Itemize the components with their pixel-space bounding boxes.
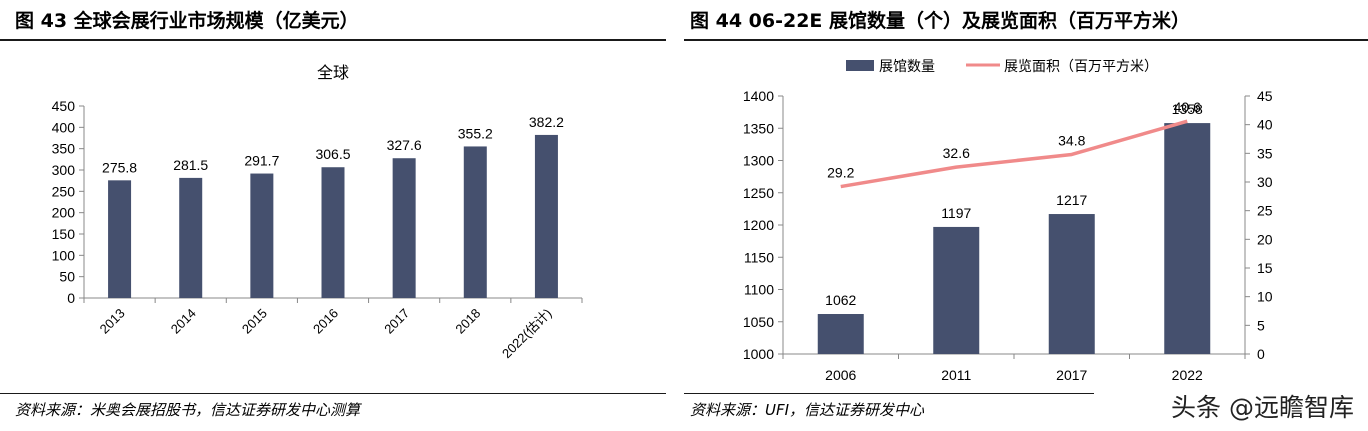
left-bar-value-label: 327.6	[387, 137, 422, 153]
left-bar	[392, 158, 416, 298]
left-y-tick-label: 350	[52, 141, 76, 157]
right-right-y-tick-label: 35	[1257, 145, 1273, 161]
right-right-y-tick-label: 40	[1257, 117, 1273, 133]
right-x-tick-label: 2022	[1172, 367, 1203, 383]
watermark-text: 头条 @远瞻智库	[1171, 393, 1354, 422]
right-left-y-tick-label: 1300	[743, 153, 774, 169]
right-x-tick-label: 2006	[825, 367, 856, 383]
right-right-y-tick-label: 0	[1257, 346, 1265, 362]
left-bar-value-label: 355.2	[458, 125, 493, 141]
right-bar	[1048, 214, 1095, 354]
legend-bar-swatch	[846, 60, 874, 71]
right-right-y-tick-label: 45	[1257, 88, 1273, 104]
left-x-tick-label: 2015	[239, 306, 270, 337]
right-right-y-tick-label: 25	[1257, 203, 1273, 219]
left-y-tick-label: 400	[52, 119, 76, 135]
right-left-y-tick-label: 1050	[743, 314, 774, 330]
left-y-tick-label: 450	[52, 98, 76, 114]
right-left-y-tick-label: 1100	[744, 282, 774, 298]
right-bar	[933, 226, 980, 354]
right-left-y-tick-label: 1150	[744, 249, 774, 265]
left-y-tick-label: 0	[67, 290, 75, 306]
left-title-rule	[0, 39, 666, 41]
left-bar	[534, 134, 558, 298]
left-bar	[250, 173, 274, 298]
right-left-y-tick-label: 1350	[743, 120, 774, 136]
left-y-tick-label: 200	[52, 205, 76, 221]
left-source-note: 资料来源：米奥会展招股书，信达证券研发中心测算	[15, 401, 361, 419]
right-bar-value-label: 1358	[1172, 101, 1203, 117]
right-bar	[1164, 123, 1211, 354]
left-bar	[463, 146, 487, 298]
left-y-tick-label: 50	[59, 269, 75, 285]
left-x-tick-label: 2018	[452, 306, 483, 337]
left-y-tick-label: 150	[52, 226, 76, 242]
left-x-tick-label: 2013	[97, 306, 128, 337]
left-bar-value-label: 275.8	[102, 159, 137, 175]
left-x-tick-label: 2022(估计)	[499, 306, 555, 362]
left-bar-value-label: 281.5	[173, 157, 208, 173]
right-left-y-tick-label: 1250	[743, 185, 774, 201]
left-x-tick-label: 2014	[168, 306, 199, 337]
right-source-rule	[684, 393, 1094, 394]
right-right-y-tick-label: 5	[1257, 317, 1265, 333]
right-x-tick-label: 2017	[1056, 367, 1087, 383]
right-right-y-tick-label: 15	[1257, 260, 1273, 276]
right-right-y-tick-label: 20	[1257, 231, 1273, 247]
right-left-y-tick-label: 1400	[743, 88, 774, 104]
left-bar	[108, 180, 132, 298]
right-left-y-tick-label: 1000	[743, 346, 774, 362]
legend-line-label: 展览面积（百万平方米）	[1004, 58, 1158, 74]
right-bar-value-label: 1062	[825, 292, 856, 308]
line-value-label: 40.6	[1174, 99, 1201, 115]
left-x-tick-label: 2017	[381, 306, 412, 337]
left-bar	[321, 167, 345, 298]
right-x-tick-label: 2011	[941, 367, 971, 383]
left-y-tick-label: 100	[52, 247, 76, 263]
right-right-y-tick-label: 30	[1257, 174, 1273, 190]
right-left-y-tick-label: 1200	[743, 217, 774, 233]
left-bar-value-label: 306.5	[315, 146, 350, 162]
line-value-label: 32.6	[943, 145, 970, 161]
right-chart-title: 图 44 06-22E 展馆数量（个）及展览面积（百万平方米）	[690, 10, 1191, 32]
right-source-note: 资料来源：UFI，信达证券研发中心	[690, 401, 925, 419]
right-bar	[817, 314, 864, 354]
line-value-label: 29.2	[827, 165, 854, 181]
right-bar-value-label: 1197	[941, 205, 971, 221]
left-y-tick-label: 300	[52, 162, 76, 178]
left-bar	[179, 177, 203, 298]
left-y-tick-label: 250	[52, 183, 76, 199]
left-bar-value-label: 382.2	[529, 114, 564, 130]
left-x-tick-label: 2016	[310, 306, 341, 337]
right-right-y-tick-label: 10	[1257, 289, 1273, 305]
left-chart-subtitle: 全球	[317, 64, 349, 82]
left-source-rule	[0, 393, 666, 394]
left-chart-title: 图 43 全球会展行业市场规模（亿美元）	[15, 10, 359, 32]
area-series-line	[840, 119, 1188, 189]
line-value-label: 34.8	[1058, 132, 1085, 148]
legend-bar-label: 展馆数量	[879, 58, 935, 74]
left-bar-value-label: 291.7	[244, 153, 279, 169]
right-bar-value-label: 1217	[1056, 192, 1087, 208]
right-title-rule	[684, 39, 1368, 41]
